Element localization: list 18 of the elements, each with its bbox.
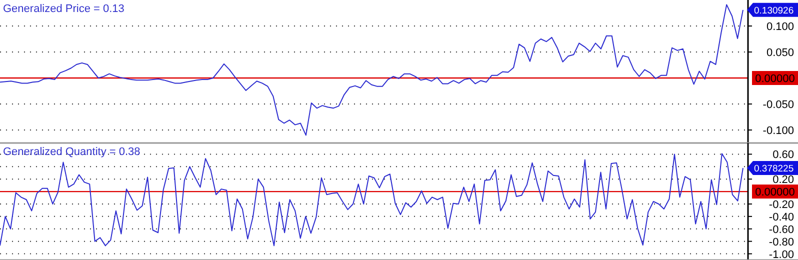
y-tick-label: -0.20 xyxy=(768,198,794,211)
y-tick-label: -0.100 xyxy=(762,125,794,137)
y-tick-label: -1.00 xyxy=(768,248,794,260)
text: 0.378225 xyxy=(754,164,794,175)
y-tick-label: -0.80 xyxy=(768,236,794,248)
y-tick-label: 0.20 xyxy=(772,174,794,186)
y-tick-label: 0.100 xyxy=(766,21,794,33)
y-tick-label: -0.60 xyxy=(768,224,794,236)
line-series xyxy=(0,4,744,136)
text: 0.130926 xyxy=(754,5,794,16)
chart-title: Generalized Price = 0.13 xyxy=(3,3,124,15)
ref-line-label: 0.00000 xyxy=(755,186,795,199)
ref-line-label: 0.00000 xyxy=(755,73,795,85)
chart-title: Generalized Quantity = 0.38 xyxy=(3,146,140,158)
y-tick-label: -0.050 xyxy=(762,99,794,111)
y-tick-label: 0.60 xyxy=(772,149,794,162)
y-tick-label: -0.40 xyxy=(768,211,794,224)
y-tick-label: 0.050 xyxy=(766,47,794,59)
